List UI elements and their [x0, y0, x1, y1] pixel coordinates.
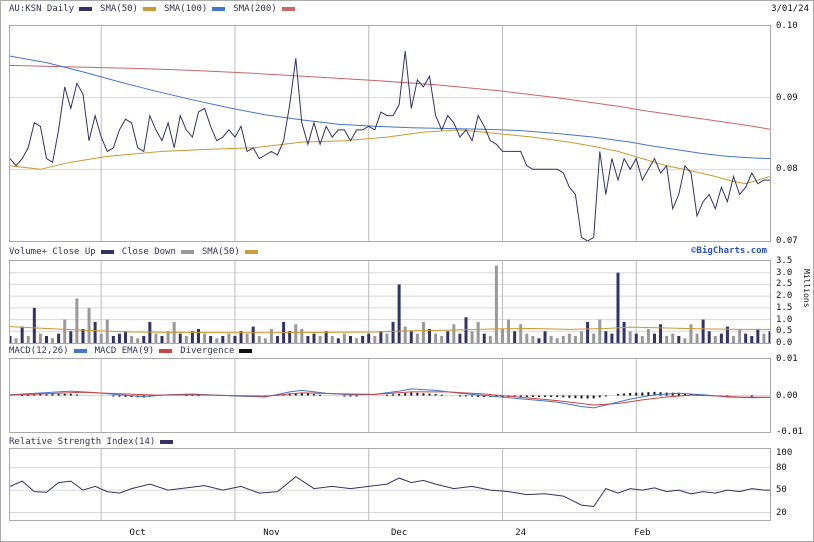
x-tick-label: Oct — [129, 528, 146, 538]
rsi-y-tick-label: 50 — [776, 485, 787, 496]
macd-chart-svg — [9, 359, 771, 432]
macd-y-tick-label: -0.01 — [776, 427, 804, 437]
legend-label: Divergence — [180, 346, 235, 356]
volume-axis-unit-label: Millions — [802, 269, 811, 308]
volume-y-tick-label: 0.0 — [776, 338, 793, 348]
legend-swatch-sma100 — [212, 7, 226, 11]
legend-label: SMA(100) — [163, 4, 208, 14]
price-y-tick-label: 0.09 — [776, 92, 798, 103]
legend-swatch-sma200 — [281, 7, 295, 11]
volume-chart-svg — [8, 261, 772, 343]
legend-swatch-price — [79, 7, 93, 11]
volume-y-tick-label: 1.5 — [776, 302, 793, 313]
legend-label: MACD(12,26) — [9, 346, 69, 356]
legend-label: MACD EMA(9) — [94, 346, 155, 356]
volume-y-tick-label: 2.0 — [776, 291, 793, 302]
rsi-legend: Relative Strength Index(14) — [1, 437, 174, 447]
legend-swatch-vol_up — [100, 250, 114, 254]
rsi-y-tick-label: 100 — [776, 447, 793, 458]
legend-swatch-macd — [73, 349, 87, 353]
legend-label: SMA(200) — [233, 4, 277, 14]
x-tick-label: Dec — [390, 528, 408, 538]
bigcharts-link[interactable]: ©BigCharts.com — [691, 246, 767, 256]
macd-plot — [9, 358, 771, 433]
rsi-chart-svg — [9, 449, 770, 520]
legend-label: AU:KSN Daily — [9, 4, 75, 14]
legend-label: SMA(50) — [201, 247, 240, 257]
legend-swatch-rsi — [160, 440, 174, 444]
macd-legend: MACD(12,26) MACD EMA(9) Divergence — [1, 346, 253, 356]
x-tick-label: Feb — [634, 528, 651, 538]
legend-label: Close Down — [121, 247, 176, 257]
volume-legend: Volume+ Close Up Close Down SMA(50) — [1, 247, 258, 257]
legend-label: Relative Strength Index(14) — [9, 437, 156, 447]
legend-swatch-divergence — [239, 349, 253, 353]
price-y-tick-label: 0.08 — [776, 164, 798, 175]
legend-swatch-macd_signal — [159, 349, 173, 353]
price-chart-svg — [9, 26, 771, 242]
legend-swatch-vol_sma — [244, 250, 258, 254]
legend-label: SMA(50) — [100, 4, 138, 14]
rsi-y-tick-label: 20 — [776, 507, 787, 518]
volume-y-tick-label: 3.5 — [776, 256, 793, 266]
as-of-date-label: 3/01/24 — [771, 4, 809, 14]
price-y-tick-label: 0.10 — [776, 21, 798, 31]
legend-swatch-vol_down — [180, 250, 194, 254]
volume-plot — [8, 260, 772, 344]
price-plot — [9, 25, 771, 242]
macd-y-tick-label: 0.01 — [776, 354, 798, 364]
volume-y-tick-label: 2.5 — [776, 279, 793, 290]
macd-y-tick-label: 0.00 — [776, 390, 798, 401]
rsi-y-tick-label: 80 — [776, 462, 787, 473]
volume-y-tick-label: 3.0 — [776, 267, 793, 278]
legend-swatch-sma50 — [142, 7, 156, 11]
price-legend: AU:KSN Daily SMA(50) SMA(100) SMA(200) — [1, 4, 295, 14]
price-y-tick-label: 0.07 — [776, 236, 798, 246]
x-tick-label: 24 — [515, 528, 527, 538]
volume-y-tick-label: 0.5 — [776, 326, 793, 337]
rsi-plot — [9, 448, 771, 521]
x-tick-label: Nov — [263, 528, 280, 538]
legend-label: Volume+ Close Up — [9, 247, 96, 257]
volume-y-tick-label: 1.0 — [776, 314, 793, 325]
